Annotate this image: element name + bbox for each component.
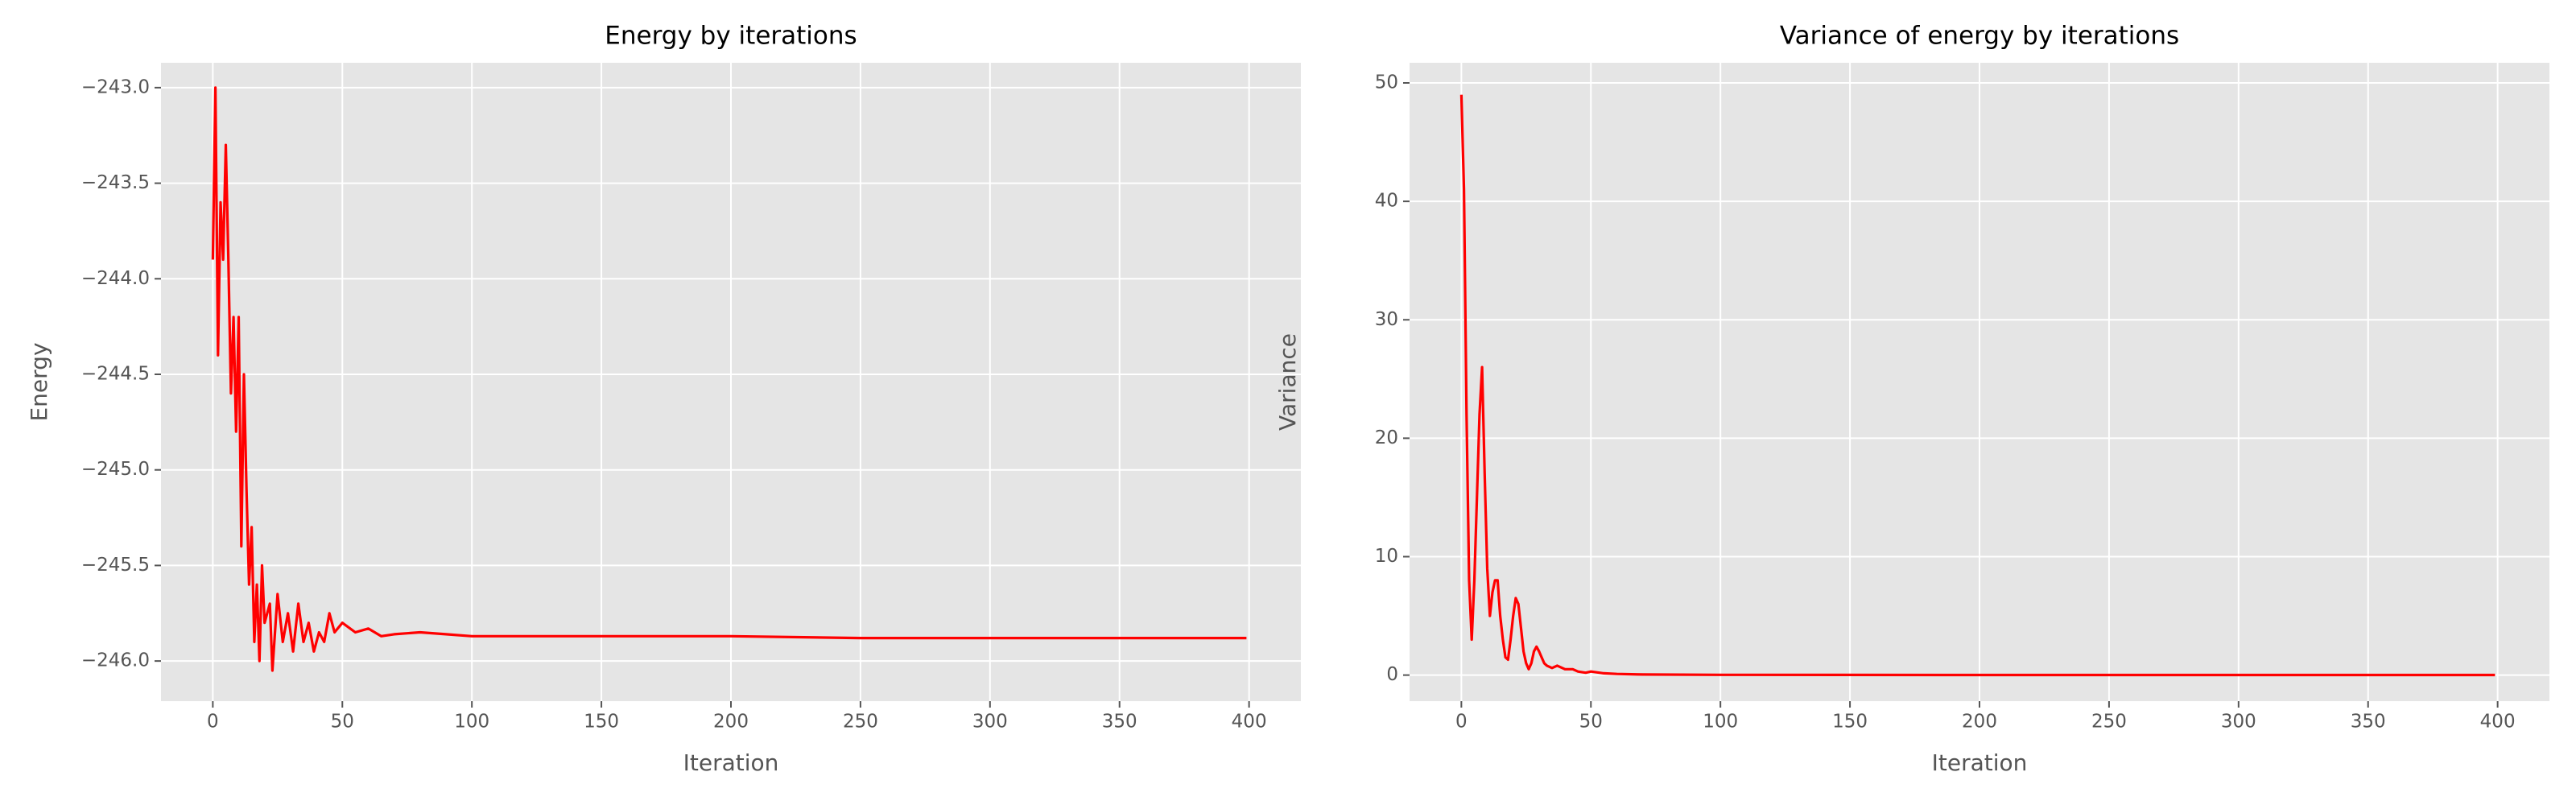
y-tick-label: 0 bbox=[1386, 664, 1398, 685]
x-tick-label: 250 bbox=[2091, 712, 2127, 733]
x-tick-label: 50 bbox=[331, 712, 354, 733]
y-tick-label: −243.0 bbox=[81, 76, 150, 97]
x-tick-label: 0 bbox=[207, 712, 219, 733]
data-line bbox=[211, 86, 1247, 672]
x-tick-label: 300 bbox=[2221, 712, 2256, 733]
x-tick-label: 200 bbox=[1962, 712, 1997, 733]
x-tick-label: 100 bbox=[1703, 712, 1738, 733]
y-tick-label: −244.5 bbox=[81, 364, 150, 385]
y-tick-label: 50 bbox=[1375, 72, 1398, 93]
x-tick-label: 0 bbox=[1455, 712, 1468, 733]
x-tick-label: 300 bbox=[972, 712, 1008, 733]
x-tick-label: 100 bbox=[454, 712, 489, 733]
x-tick-label: 200 bbox=[713, 712, 749, 733]
x-tick-label: 50 bbox=[1579, 712, 1603, 733]
x-tick-label: 400 bbox=[2480, 712, 2516, 733]
x-tick-label: 350 bbox=[2351, 712, 2386, 733]
y-axis-label: Energy bbox=[26, 342, 52, 421]
x-tick-label: 400 bbox=[1232, 712, 1267, 733]
x-axis-label: Iteration bbox=[1932, 749, 2028, 776]
chart-title: Energy by iterations bbox=[605, 22, 857, 51]
x-tick-label: 150 bbox=[584, 712, 619, 733]
x-tick-label: 350 bbox=[1102, 712, 1137, 733]
y-tick-label: −243.5 bbox=[81, 172, 150, 193]
y-tick-label: 30 bbox=[1375, 309, 1398, 330]
data-line bbox=[1459, 94, 2496, 677]
y-tick-label: 20 bbox=[1375, 427, 1398, 448]
x-tick-label: 250 bbox=[843, 712, 878, 733]
y-tick-label: −245.5 bbox=[81, 555, 150, 576]
chart-title: Variance of energy by iterations bbox=[1780, 22, 2179, 51]
y-tick-label: −245.0 bbox=[81, 459, 150, 480]
y-tick-label: 40 bbox=[1375, 191, 1398, 212]
x-tick-label: 150 bbox=[1832, 712, 1868, 733]
y-tick-label: 10 bbox=[1375, 546, 1398, 567]
y-axis-label: Variance bbox=[1274, 333, 1301, 431]
y-tick-label: −246.0 bbox=[81, 650, 150, 671]
y-tick-label: −244.0 bbox=[81, 268, 150, 289]
x-axis-label: Iteration bbox=[683, 749, 779, 776]
